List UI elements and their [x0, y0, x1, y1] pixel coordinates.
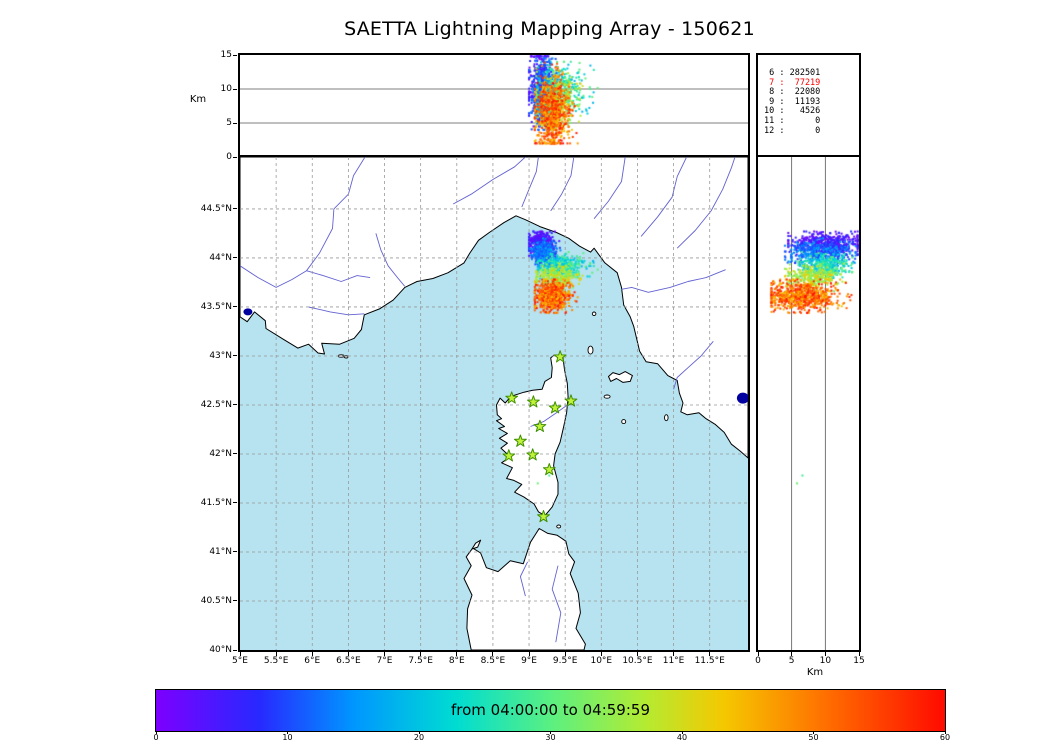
altitude-tick-label: 5: [226, 118, 232, 128]
stats-row: 12 : 0: [764, 125, 821, 136]
map-lon-tick: [275, 652, 277, 656]
map-lon-tick-label: 9°E: [521, 656, 537, 666]
map-lon-tick: [347, 652, 349, 656]
map-lon-tick: [239, 652, 241, 656]
map-lat-tick-label: 41°N: [209, 546, 232, 557]
map-lat-tick: [233, 502, 237, 504]
colorbar-tick: [550, 731, 551, 734]
map-lon-tick-label: 11°E: [662, 656, 685, 666]
colorbar-tick: [681, 731, 683, 734]
colorbar-tick-label: 40: [676, 733, 688, 742]
map-lon-tick-label: 10.5°E: [622, 656, 653, 666]
altitude-tick-label: 15: [220, 50, 232, 60]
altitude-tick: [757, 652, 759, 656]
altitude-tick: [233, 156, 237, 158]
colorbar-tick: [418, 731, 420, 734]
map-lon-tick-label: 9.5°E: [552, 656, 578, 666]
map-lat-tick: [233, 600, 237, 602]
map-lon-tick-label: 5°E: [232, 656, 248, 666]
map-lat-tick-label: 44.5°N: [200, 203, 232, 214]
altitude-longitude-panel: [238, 53, 750, 159]
map-lon-tick-label: 5.5°E: [263, 656, 289, 666]
map-lon-tick: [528, 652, 530, 656]
altitude-tick-label: 5: [788, 656, 795, 666]
altitude-tick: [233, 88, 237, 90]
altitude-tick-label: 0: [755, 656, 761, 666]
stats-row: 7 : 77219: [764, 77, 821, 88]
colorbar-tick: [944, 731, 946, 734]
colorbar-tick: [155, 731, 157, 734]
map-lon-tick: [492, 652, 494, 656]
station-stats-rows: 6 : 282501 7 : 77219 8 : 22080 9 : 11193…: [764, 68, 821, 136]
chart-title: SAETTA Lightning Mapping Array - 150621: [344, 18, 755, 40]
map-lon-tick: [600, 652, 602, 656]
map-lon-tick-label: 6.5°E: [336, 656, 361, 666]
colorbar-tick: [813, 731, 814, 734]
altitude-axis-label-left: Km: [189, 94, 207, 105]
map-lon-tick-label: 7.5°E: [408, 656, 433, 666]
colorbar-tick-label: 30: [545, 733, 556, 742]
map-lon-tick-label: 6°E: [304, 656, 321, 666]
map-lat-tick-label: 43°N: [209, 350, 232, 361]
map-lon-tick: [673, 652, 675, 656]
station-stats-panel: 6 : 282501 7 : 77219 8 : 22080 9 : 11193…: [756, 53, 861, 159]
map-lightning-scatter: [240, 157, 748, 650]
map-lon-tick-label: 8.5°E: [480, 656, 506, 666]
map-lon-tick: [636, 652, 638, 656]
map-lat-tick: [233, 306, 237, 308]
map-lat-tick: [233, 453, 237, 455]
map-lat-tick-label: 42.5°N: [200, 399, 232, 410]
map-lat-tick: [233, 649, 237, 651]
map-lat-tick-label: 44°N: [209, 252, 232, 263]
map-lon-tick-label: 8°E: [448, 656, 465, 666]
map-lon-tick: [564, 652, 566, 656]
colorbar-tick-label: 50: [808, 733, 819, 742]
colorbar-tick-label: 60: [939, 733, 951, 742]
map-lat-tick: [233, 355, 237, 357]
altitude-tick-label: 15: [853, 656, 865, 666]
altitude-tick: [858, 652, 860, 656]
map-lat-tick-label: 43.5°N: [200, 301, 232, 312]
colorbar-tick-label: 20: [413, 733, 425, 742]
map-lat-tick-label: 42°N: [209, 448, 232, 459]
map-lon-tick-label: 10°E: [590, 656, 613, 666]
map-lon-tick: [384, 652, 386, 656]
map-lat-tick: [233, 208, 237, 210]
colorbar-tick: [287, 731, 288, 734]
map-lat-tick: [233, 551, 237, 553]
map-lon-tick: [456, 652, 458, 656]
altitude-tick-label: 10: [220, 84, 232, 94]
altitude-latitude-scatter: [758, 157, 859, 650]
colorbar-label: from 04:00:00 to 04:59:59: [450, 701, 650, 719]
map-lat-tick: [233, 404, 237, 406]
altitude-tick: [791, 652, 793, 656]
stats-row: 8 : 22080: [764, 87, 821, 98]
stats-row: 6 : 282501: [764, 68, 821, 78]
map-lon-tick-label: 11.5°E: [694, 656, 725, 666]
map-lat-tick-label: 40.5°N: [200, 595, 232, 606]
altitude-tick: [824, 652, 826, 656]
map-lon-tick: [709, 652, 711, 656]
map-lat-tick-label: 40°N: [209, 645, 232, 655]
colorbar-tick-label: 0: [153, 733, 159, 742]
map-lat-tick: [233, 257, 237, 259]
colorbar-tick-label: 10: [282, 733, 293, 742]
altitude-longitude-scatter: [240, 55, 748, 157]
map-lon-tick: [420, 652, 422, 656]
altitude-tick: [233, 122, 237, 124]
stats-row: 10 : 4526: [764, 106, 821, 117]
map-lon-tick: [311, 652, 313, 656]
colorbar: from 04:00:00 to 04:59:59: [155, 689, 946, 732]
map-lon-tick-label: 7°E: [376, 656, 393, 666]
altitude-tick: [233, 54, 237, 56]
map-panel: [238, 155, 750, 652]
map-lat-tick-label: 41.5°N: [200, 497, 232, 508]
altitude-tick-label: 10: [819, 656, 832, 666]
stats-row: 11 : 0: [764, 115, 821, 126]
altitude-axis-label-bottom: Km: [806, 667, 824, 678]
altitude-tick-label: 0: [226, 152, 232, 162]
stats-row: 9 : 11193: [764, 96, 821, 107]
altitude-latitude-panel: [756, 155, 861, 652]
